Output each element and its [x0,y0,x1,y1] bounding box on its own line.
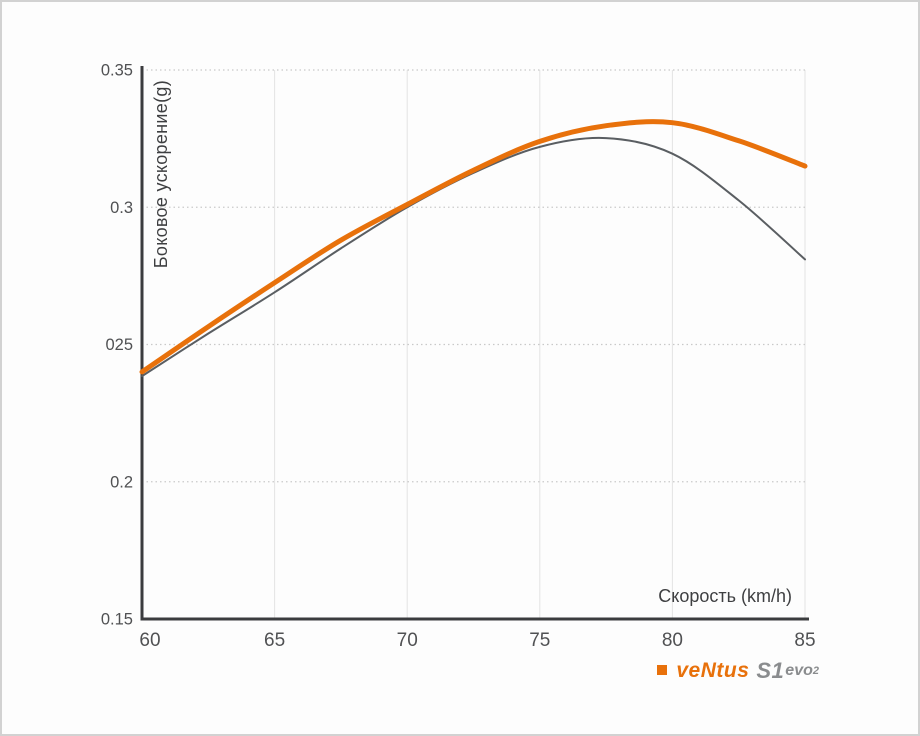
y-tick-label-0.3: 0.3 [110,199,133,217]
x-axis-title: Скорость (km/h) [658,586,792,606]
x-tick-label-60: 60 [139,630,160,651]
brand-s1-text: S1 [756,658,785,683]
y-tick-label-0.2: 0.2 [110,473,133,491]
x-tick-label-65: 65 [264,630,285,651]
brand-evo-text: evo [785,662,813,679]
axes [140,66,809,621]
brand-square-icon [657,665,668,675]
x-tick-label-85: 85 [794,630,815,651]
y-axis-title: Боковое ускорение(g) [151,80,171,269]
series-reference-tire [141,136,806,378]
y-tick-label-0.15: 0.15 [101,611,133,629]
series-ventus-s1-evo2 [139,119,808,375]
brand-logo: veNtus S1 evo 2 [657,658,819,684]
x-tick-label-80: 80 [662,630,683,651]
brand-ventus-text: veNtus [676,659,750,682]
y-tick-labels: 0.15 0.2 025 0.3 0.35 [101,62,133,629]
y-tick-label-0.25: 025 [105,336,133,354]
x-tick-labels: 60 65 70 75 80 85 [139,630,815,651]
gridlines [142,69,806,619]
x-tick-label-70: 70 [397,630,418,651]
x-tick-label-75: 75 [529,630,550,651]
y-tick-label-0.35: 0.35 [101,62,133,80]
